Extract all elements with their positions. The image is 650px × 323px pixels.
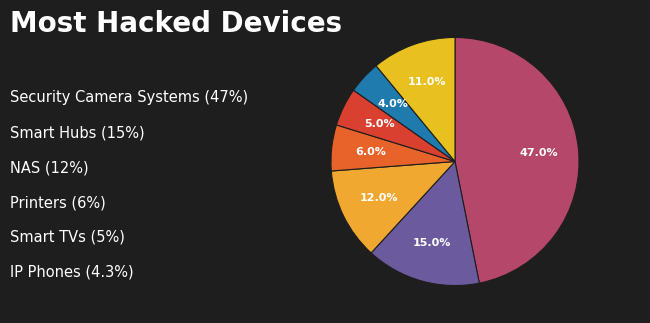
Text: 47.0%: 47.0% xyxy=(519,148,558,158)
Wedge shape xyxy=(331,125,455,171)
Text: IP Phones (4.3%): IP Phones (4.3%) xyxy=(10,265,133,280)
Text: Printers (6%): Printers (6%) xyxy=(10,195,105,210)
Wedge shape xyxy=(376,37,455,162)
Text: 4.0%: 4.0% xyxy=(378,99,409,109)
Wedge shape xyxy=(332,162,455,253)
Text: Smart Hubs (15%): Smart Hubs (15%) xyxy=(10,125,144,140)
Text: 11.0%: 11.0% xyxy=(408,77,446,87)
Text: 6.0%: 6.0% xyxy=(356,147,387,157)
Text: NAS (12%): NAS (12%) xyxy=(10,160,88,175)
Wedge shape xyxy=(337,90,455,162)
Text: Smart TVs (5%): Smart TVs (5%) xyxy=(10,230,125,245)
Text: 12.0%: 12.0% xyxy=(360,193,398,203)
Text: 5.0%: 5.0% xyxy=(364,120,395,130)
Wedge shape xyxy=(371,162,479,286)
Text: 15.0%: 15.0% xyxy=(413,238,452,248)
Wedge shape xyxy=(354,66,455,162)
Wedge shape xyxy=(455,37,579,283)
Text: Most Hacked Devices: Most Hacked Devices xyxy=(10,10,342,38)
Text: Security Camera Systems (47%): Security Camera Systems (47%) xyxy=(10,90,248,105)
